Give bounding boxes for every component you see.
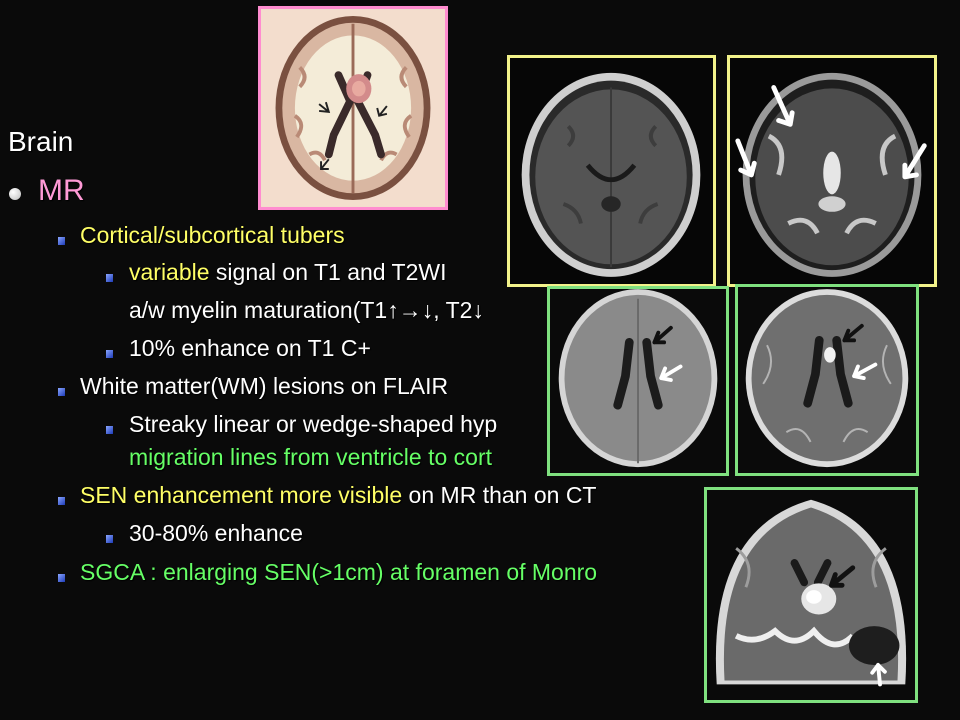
- square-bullet-icon: [106, 350, 113, 358]
- square-bullet-icon: [58, 237, 65, 245]
- bullet-wm-lesions: White matter(WM) lesions on FLAIR: [80, 373, 449, 399]
- bullet-streaky-line2: migration lines from ventricle to cort: [129, 444, 493, 470]
- mri-t1-axial-ventricles-drawing: [550, 289, 726, 473]
- square-bullet-icon: [106, 426, 113, 434]
- mri-coronal-contrast-drawing: [707, 490, 915, 700]
- sen-highlight: SEN enhancement more visible: [80, 482, 403, 508]
- mri-t1-contrast-axial-drawing: [738, 287, 916, 473]
- square-bullet-icon: [58, 574, 65, 582]
- bullet-enhance-30-80: 30-80% enhance: [129, 520, 303, 546]
- highlight-variable: variable: [129, 259, 210, 285]
- square-bullet-icon: [106, 274, 113, 282]
- bullet-streaky-line1: Streaky linear or wedge-shaped hyp: [129, 411, 498, 437]
- mri-t2-axial-drawing: [730, 58, 934, 284]
- square-bullet-icon: [58, 497, 65, 505]
- bullet-cortical-tubers: Cortical/subcortical tubers: [80, 222, 345, 248]
- bullet-variable-signal: variable signal on T1 and T2WI: [129, 259, 447, 286]
- bullet-sgca: SGCA : enlarging SEN(>1cm) at foramen of…: [80, 559, 598, 585]
- bullet-myelin-maturation: a/w myelin maturation(T1↑→↓, T2↓: [129, 297, 484, 323]
- mri-t1-contrast-axial: [735, 284, 919, 476]
- square-bullet-icon: [106, 535, 113, 543]
- mri-t1-axial-ventricles: [547, 286, 729, 476]
- mri-t2-axial: [727, 55, 937, 287]
- section-title: MR: [38, 174, 85, 207]
- sen-rest: on MR than on CT: [402, 482, 597, 508]
- mri-t1-axial: [507, 55, 716, 287]
- slide-heading: Brain: [8, 126, 74, 157]
- mri-coronal-contrast: [704, 487, 918, 703]
- bullet-sen-enhancement: SEN enhancement more visible on MR than …: [80, 482, 596, 509]
- square-bullet-icon: [58, 388, 65, 396]
- brain-illustration-drawing: [261, 9, 445, 207]
- bullet-enhance-10: 10% enhance on T1 C+: [129, 335, 371, 361]
- signal-text: signal on T1 and T2WI: [209, 259, 447, 285]
- bullet-dot-icon: [9, 188, 21, 200]
- brain-illustration: [258, 6, 448, 210]
- mri-t1-axial-drawing: [510, 58, 713, 284]
